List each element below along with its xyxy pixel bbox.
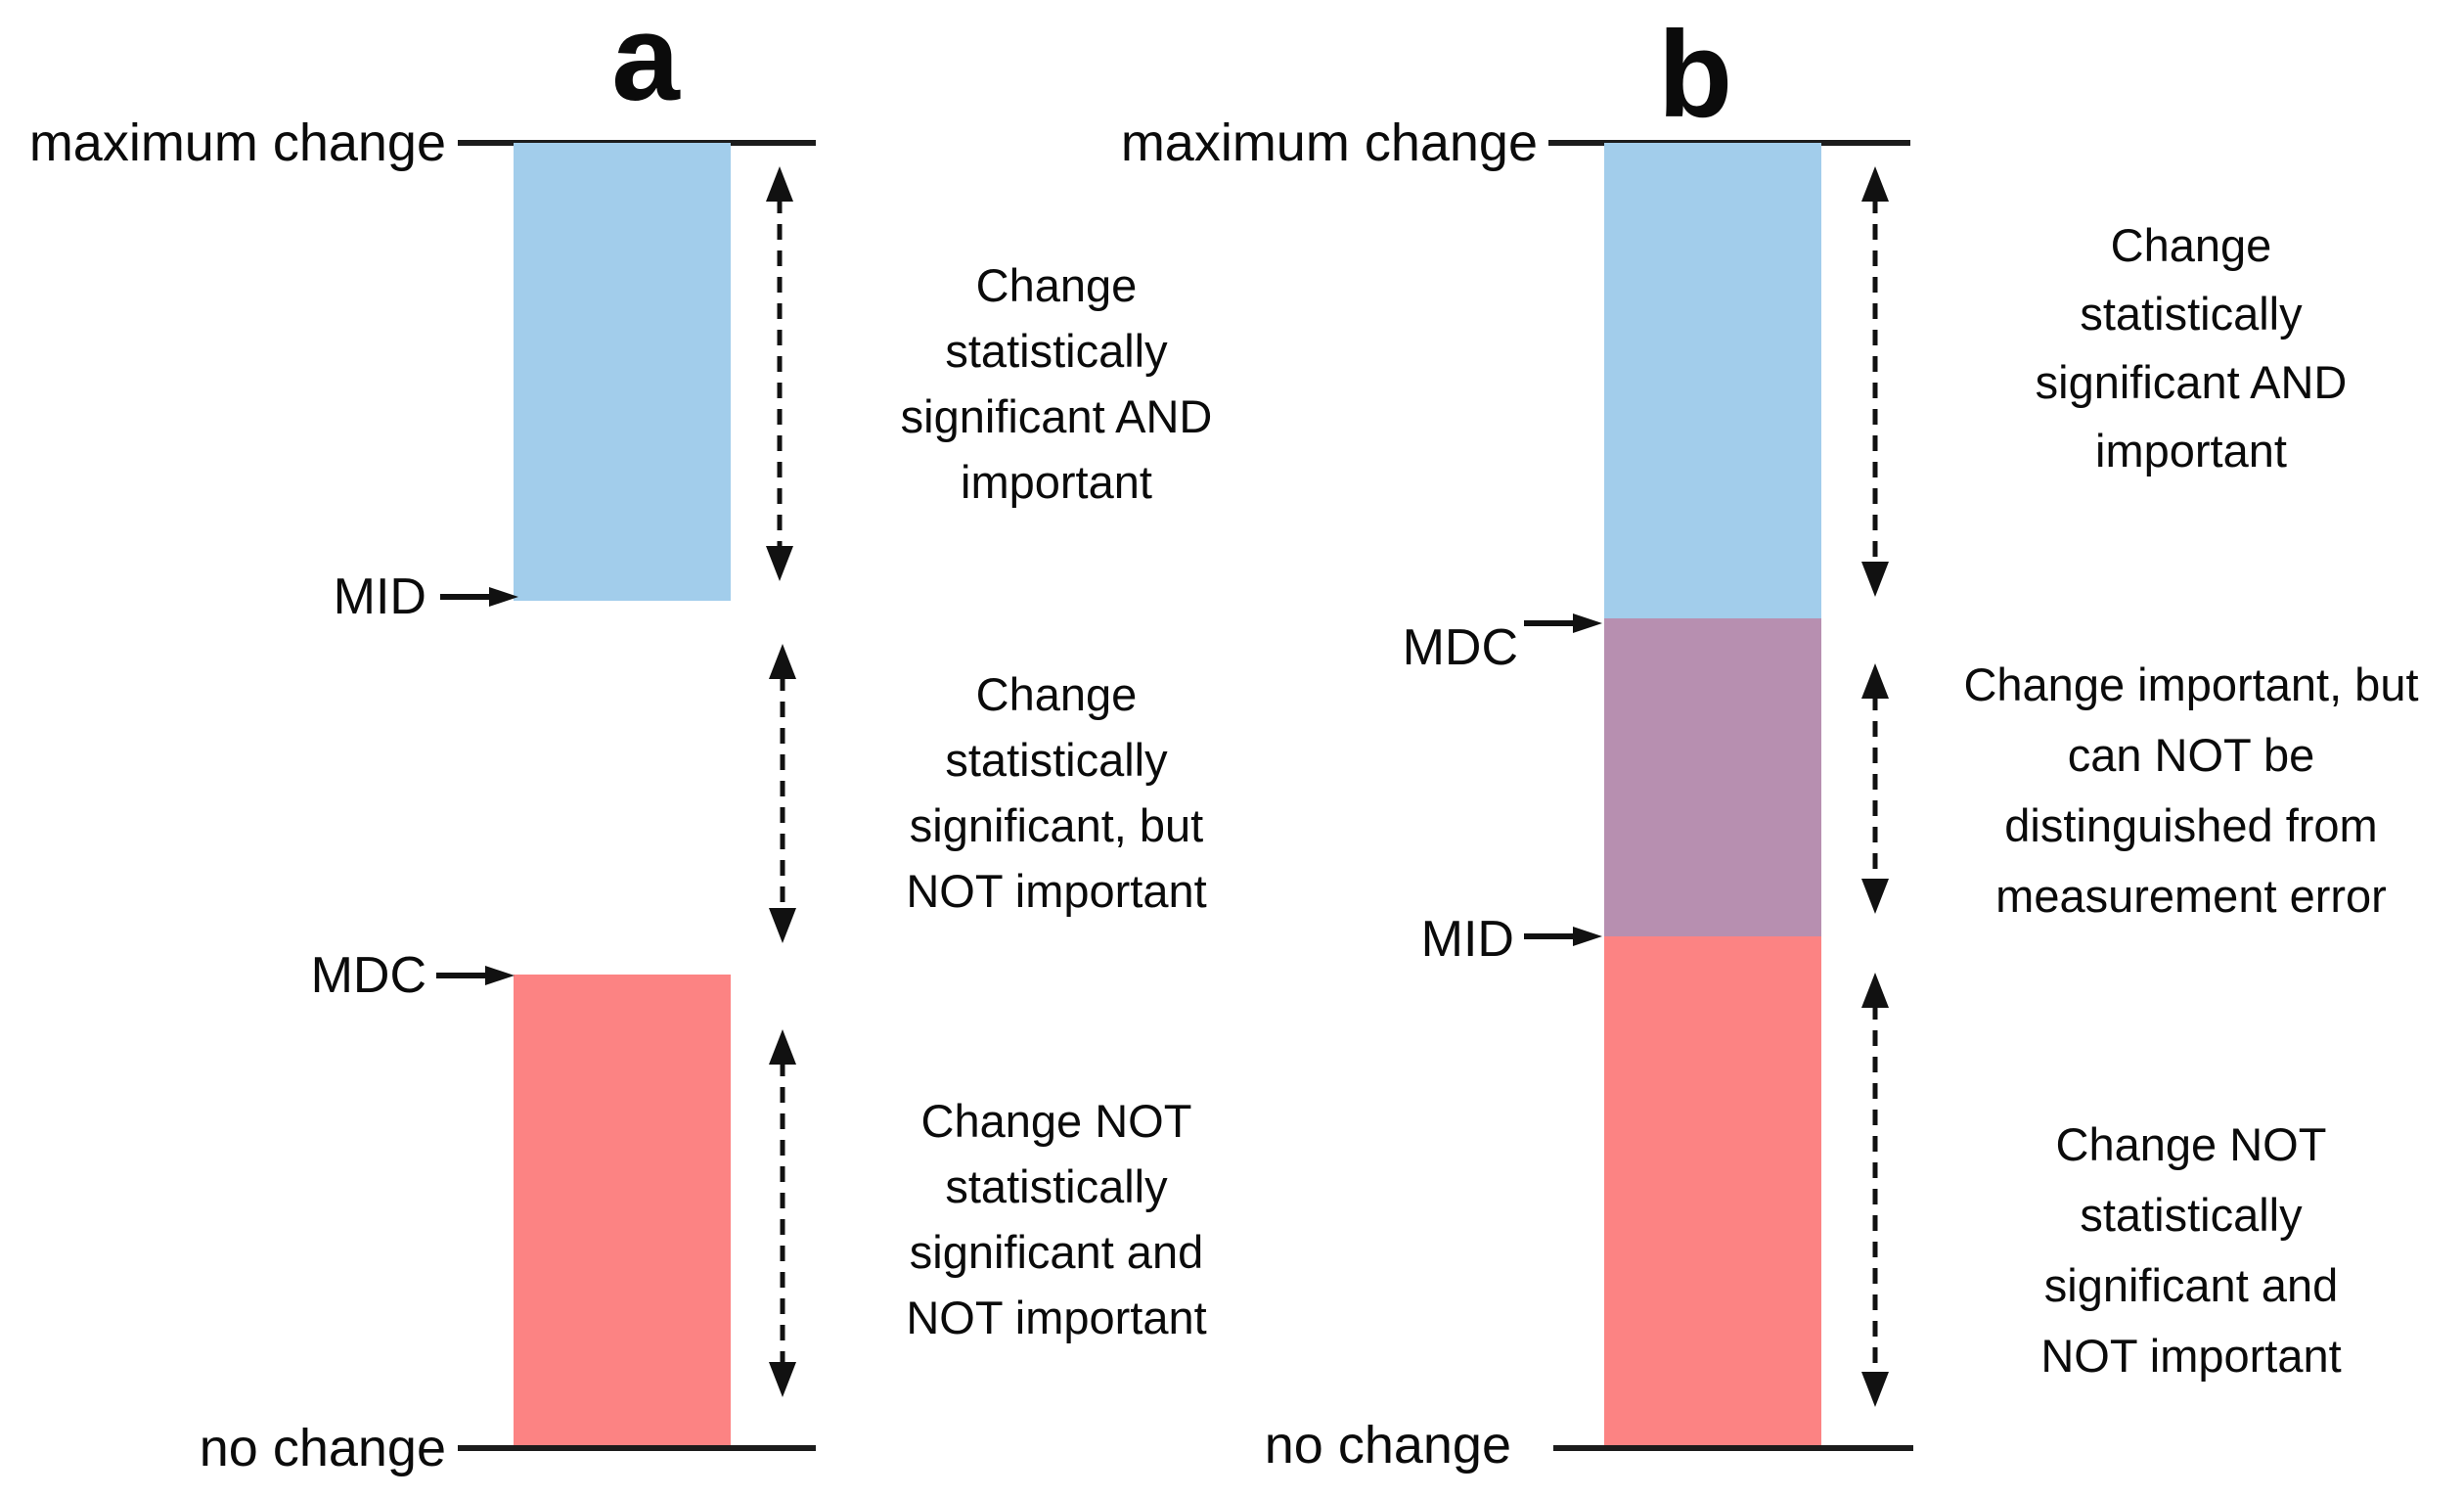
mdc-pointer-arrow-b [1524, 613, 1602, 633]
panel-a-title: a [611, 0, 680, 126]
no-change-line-a [458, 1445, 816, 1451]
annotation-significant-important-a: Change statistically significant AND imp… [900, 259, 1213, 508]
mdc-label-b: MDC [1402, 619, 1518, 676]
bar-not-significant-not-important-b [1604, 936, 1821, 1448]
range-arrow-not-significant-not-important-b [1861, 973, 1889, 1407]
mdc-pointer-arrow-a [436, 966, 515, 985]
bar-significant-important-a [514, 143, 731, 601]
range-arrow-measurement-error-b [1861, 663, 1889, 914]
no-change-line-b [1553, 1445, 1913, 1451]
no-change-label-a: no change [199, 1419, 446, 1477]
bar-significant-important-b [1604, 143, 1821, 618]
range-arrow-significant-important-b [1861, 166, 1889, 597]
mid-pointer-arrow-b [1524, 927, 1602, 946]
max-change-label-a: maximum change [28, 113, 446, 172]
range-arrow-significant-important-a [766, 166, 793, 581]
mid-label-b: MID [1420, 911, 1514, 968]
bar-important-within-measurement-error-b [1604, 618, 1821, 936]
annotation-significant-not-important-a: Change statistically significant, but NO… [906, 668, 1207, 917]
annotation-significant-important-b: Change statistically significant AND imp… [2035, 219, 2348, 477]
panel-b-title: b [1657, 7, 1733, 143]
max-change-label-b: maximum change [1120, 113, 1538, 172]
no-change-label-b: no change [1264, 1416, 1511, 1475]
bar-not-significant-not-important-a [514, 975, 731, 1448]
mid-pointer-arrow-a [440, 587, 518, 607]
annotation-measurement-error-b: Change important, but can NOT be disting… [1963, 658, 2419, 922]
range-arrow-significant-not-important-a [769, 644, 796, 943]
annotation-not-significant-not-important-b: Change NOT statistically significant and… [2040, 1118, 2342, 1382]
annotation-not-significant-not-important-a: Change NOT statistically significant and… [906, 1095, 1207, 1343]
mdc-label-a: MDC [310, 947, 426, 1004]
mid-label-a: MID [333, 568, 426, 625]
range-arrow-not-significant-not-important-a [769, 1029, 796, 1397]
